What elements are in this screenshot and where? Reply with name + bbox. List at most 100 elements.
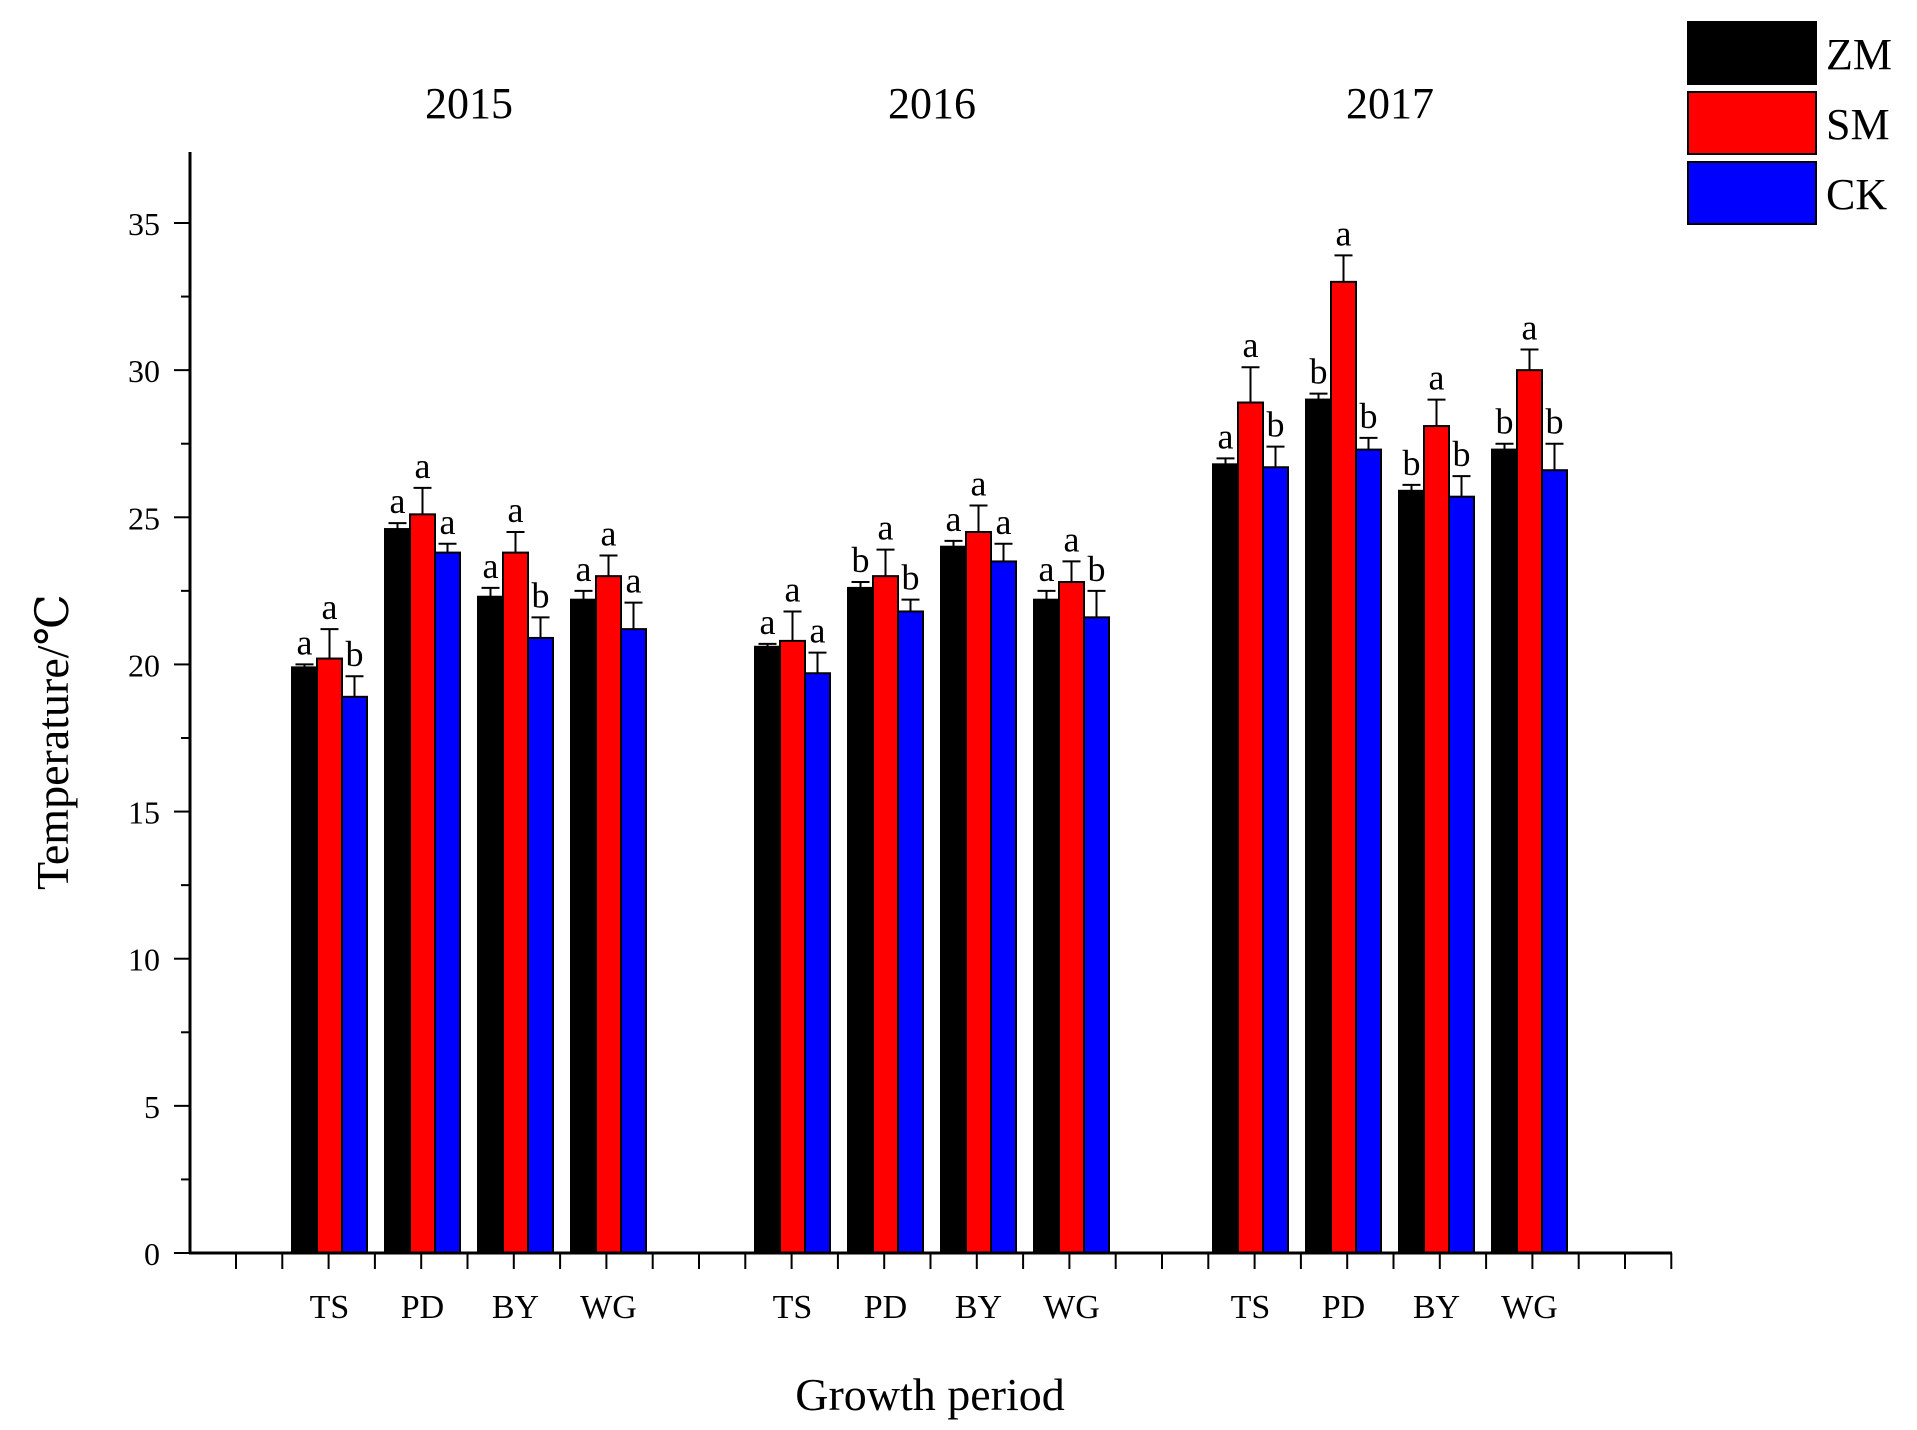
bar-sm — [872, 575, 899, 1254]
y-tick-label: 5 — [144, 1089, 160, 1125]
significance-letter: a — [1243, 325, 1259, 365]
legend: ZM SM CK — [1687, 21, 1892, 225]
significance-letter: b — [1360, 396, 1378, 436]
bar-zm — [1212, 463, 1239, 1255]
significance-letter: b — [902, 558, 920, 598]
significance-letter: a — [440, 502, 456, 542]
group-year-label: 2017 — [1346, 79, 1434, 128]
bar-ck — [990, 560, 1017, 1254]
bars-layer — [291, 254, 1568, 1255]
significance-letter: b — [1310, 352, 1328, 392]
bar-sm — [1330, 280, 1357, 1255]
bar-zm — [1398, 489, 1425, 1254]
y-axis-title: Temperature/℃ — [27, 594, 78, 890]
legend-label: CK — [1826, 170, 1887, 219]
bar-ck — [1083, 616, 1110, 1254]
significance-letter: a — [996, 502, 1012, 542]
significance-letter: a — [601, 514, 617, 554]
bar-ck — [897, 610, 924, 1254]
y-tick-label: 15 — [128, 795, 160, 831]
axes-layer — [174, 152, 1673, 1269]
bar-sm — [779, 639, 806, 1254]
legend-swatch-ck — [1687, 161, 1817, 225]
bar-ck — [1448, 495, 1475, 1254]
significance-letter: b — [346, 634, 364, 674]
significance-letter: a — [390, 481, 406, 521]
bar-zm — [384, 528, 411, 1254]
bar-sm — [595, 575, 622, 1254]
x-tick-label: WG — [1043, 1289, 1100, 1326]
x-tick-label: WG — [580, 1289, 637, 1326]
significance-letter: b — [1403, 443, 1421, 483]
x-tick-label: WG — [1501, 1289, 1558, 1326]
bar-sm — [965, 531, 992, 1254]
legend-swatch-zm — [1687, 21, 1817, 85]
bar-zm — [940, 545, 967, 1254]
x-axis-title: Growth period — [795, 1369, 1065, 1420]
significance-letter: a — [322, 587, 338, 627]
legend-swatch-sm — [1687, 91, 1817, 155]
y-tick-label: 20 — [128, 647, 160, 683]
bar-sm — [316, 657, 343, 1254]
bar-ck — [527, 636, 554, 1254]
x-tick-label: TS — [310, 1289, 350, 1326]
bar-sm — [1516, 369, 1543, 1254]
x-tick-label: PD — [401, 1289, 444, 1326]
x-tick-label: PD — [864, 1289, 907, 1326]
legend-label: SM — [1826, 100, 1890, 149]
x-tick-label: TS — [773, 1289, 813, 1326]
significance-letter: b — [1088, 549, 1106, 589]
y-tick-label: 35 — [128, 206, 160, 242]
significance-letter: b — [1267, 405, 1285, 445]
bar-ck — [1541, 469, 1568, 1254]
labels-layer: Growth period Temperature/℃ 0 5 10 15 20 25 30… — [27, 79, 1564, 1420]
significance-letter: a — [1336, 213, 1352, 253]
significance-letter: a — [878, 508, 894, 548]
bar-sm — [1058, 581, 1085, 1254]
bar-ck — [620, 628, 647, 1254]
bar-ck — [341, 695, 368, 1254]
x-tick-label: BY — [1413, 1289, 1460, 1326]
significance-letter: b — [532, 575, 550, 615]
x-tick-label: PD — [1322, 1289, 1365, 1326]
bar-sm — [1423, 425, 1450, 1254]
bar-zm — [1305, 398, 1332, 1255]
bar-zm — [570, 598, 597, 1254]
bar-sm — [502, 551, 529, 1254]
significance-letter: a — [626, 561, 642, 601]
legend-label: ZM — [1826, 30, 1892, 79]
bar-zm — [1491, 448, 1518, 1255]
significance-letter: b — [852, 540, 870, 580]
y-tick-label: 25 — [128, 500, 160, 536]
x-tick-label: BY — [955, 1289, 1002, 1326]
significance-letter: a — [1064, 519, 1080, 559]
x-tick-label: BY — [492, 1289, 539, 1326]
bar-ck — [434, 551, 461, 1254]
significance-letter: a — [1039, 549, 1055, 589]
significance-letter: a — [576, 549, 592, 589]
significance-letter: a — [297, 622, 313, 662]
bar-sm — [409, 513, 436, 1254]
x-tick-label: TS — [1231, 1289, 1271, 1326]
bar-ck — [1355, 448, 1382, 1255]
significance-letter: a — [946, 499, 962, 539]
bar-zm — [1033, 598, 1060, 1254]
significance-letter: a — [1522, 308, 1538, 348]
bar-sm — [1237, 401, 1264, 1254]
significance-letter: a — [415, 446, 431, 486]
bar-zm — [477, 595, 504, 1254]
significance-letter: a — [483, 546, 499, 586]
significance-letter: a — [508, 490, 524, 530]
bar-ck — [1262, 466, 1289, 1254]
y-tick-label: 30 — [128, 353, 160, 389]
y-tick-label: 10 — [128, 942, 160, 978]
significance-letter: a — [971, 464, 987, 504]
significance-letter: a — [1429, 358, 1445, 398]
bar-zm — [754, 645, 781, 1254]
significance-letter: b — [1546, 402, 1564, 442]
group-year-label: 2016 — [888, 79, 976, 128]
bar-zm — [847, 586, 874, 1254]
significance-letter: b — [1496, 402, 1514, 442]
